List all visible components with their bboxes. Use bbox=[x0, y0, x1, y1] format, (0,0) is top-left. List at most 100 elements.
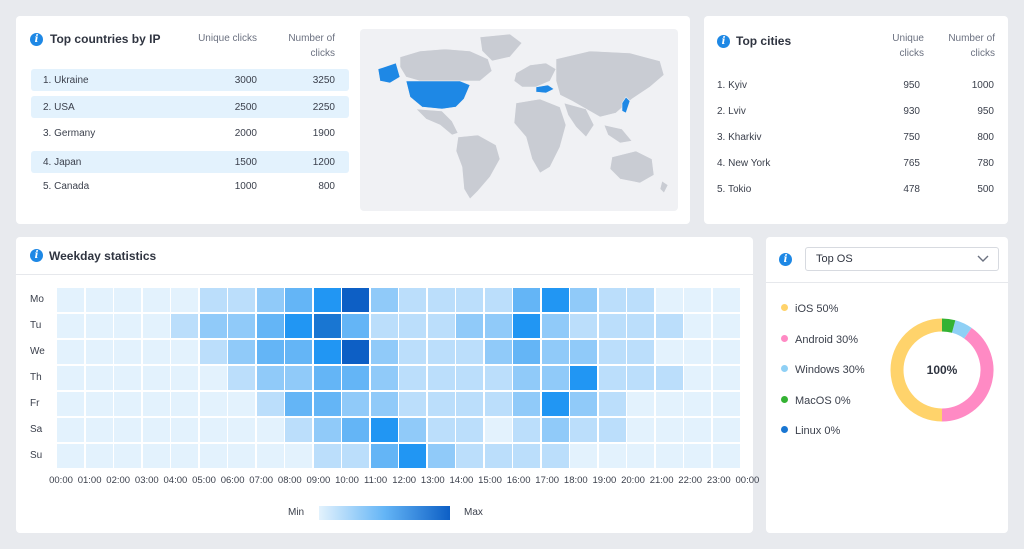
heatmap-cell[interactable] bbox=[427, 418, 455, 442]
heatmap-cell[interactable] bbox=[85, 444, 113, 468]
heatmap-cell[interactable] bbox=[57, 288, 84, 312]
heatmap-cell[interactable] bbox=[228, 392, 255, 416]
heatmap-cell[interactable] bbox=[342, 314, 369, 338]
heatmap-cell[interactable] bbox=[655, 366, 683, 390]
heatmap-cell[interactable] bbox=[171, 418, 198, 442]
heatmap-cell[interactable] bbox=[513, 392, 540, 416]
heatmap-cell[interactable] bbox=[313, 366, 341, 390]
heatmap-cell[interactable] bbox=[456, 366, 483, 390]
heatmap-cell[interactable] bbox=[399, 392, 426, 416]
heatmap-cell[interactable] bbox=[256, 392, 284, 416]
city-row[interactable]: 3. Kharkiv 750 800 bbox=[717, 132, 997, 146]
heatmap-cell[interactable] bbox=[57, 418, 84, 442]
heatmap-cell[interactable] bbox=[427, 314, 455, 338]
heatmap-cell[interactable] bbox=[456, 288, 483, 312]
os-legend-item[interactable]: Linux 0% bbox=[781, 425, 840, 439]
heatmap-cell[interactable] bbox=[228, 366, 255, 390]
heatmap-cell[interactable] bbox=[570, 444, 597, 468]
heatmap-cell[interactable] bbox=[712, 314, 740, 338]
heatmap-cell[interactable] bbox=[85, 418, 113, 442]
heatmap-cell[interactable] bbox=[342, 444, 369, 468]
heatmap-cell[interactable] bbox=[655, 314, 683, 338]
heatmap-cell[interactable] bbox=[342, 418, 369, 442]
heatmap-cell[interactable] bbox=[598, 392, 626, 416]
heatmap-cell[interactable] bbox=[399, 418, 426, 442]
os-donut-chart[interactable]: 100% bbox=[882, 310, 1002, 430]
donut-segment-macos[interactable] bbox=[941, 318, 956, 333]
heatmap-cell[interactable] bbox=[342, 392, 369, 416]
heatmap-cell[interactable] bbox=[456, 418, 483, 442]
heatmap-cell[interactable] bbox=[570, 392, 597, 416]
heatmap-cell[interactable] bbox=[712, 340, 740, 364]
heatmap-cell[interactable] bbox=[142, 314, 170, 338]
heatmap-cell[interactable] bbox=[598, 288, 626, 312]
heatmap-cell[interactable] bbox=[228, 418, 255, 442]
heatmap-cell[interactable] bbox=[85, 340, 113, 364]
world-map[interactable] bbox=[360, 29, 678, 211]
heatmap-cell[interactable] bbox=[627, 392, 654, 416]
heatmap-cell[interactable] bbox=[655, 288, 683, 312]
heatmap-cell[interactable] bbox=[484, 366, 512, 390]
heatmap-cell[interactable] bbox=[114, 392, 141, 416]
heatmap-cell[interactable] bbox=[712, 366, 740, 390]
heatmap-cell[interactable] bbox=[313, 288, 341, 312]
heatmap-cell[interactable] bbox=[114, 340, 141, 364]
city-row[interactable]: 5. Tokio 478 500 bbox=[717, 184, 997, 198]
heatmap-cell[interactable] bbox=[598, 418, 626, 442]
heatmap-cell[interactable] bbox=[627, 340, 654, 364]
heatmap-cell[interactable] bbox=[256, 340, 284, 364]
country-row[interactable]: 4. Japan 1500 1200 bbox=[31, 151, 349, 173]
heatmap-cell[interactable] bbox=[513, 314, 540, 338]
heatmap-cell[interactable] bbox=[684, 366, 711, 390]
heatmap-cell[interactable] bbox=[199, 340, 227, 364]
heatmap-cell[interactable] bbox=[256, 288, 284, 312]
heatmap-cell[interactable] bbox=[142, 418, 170, 442]
heatmap-cell[interactable] bbox=[285, 444, 312, 468]
heatmap-cell[interactable] bbox=[313, 314, 341, 338]
heatmap-cell[interactable] bbox=[684, 392, 711, 416]
heatmap-cell[interactable] bbox=[171, 314, 198, 338]
heatmap-cell[interactable] bbox=[114, 418, 141, 442]
heatmap-cell[interactable] bbox=[427, 366, 455, 390]
heatmap-cell[interactable] bbox=[114, 288, 141, 312]
country-row[interactable]: 5. Canada 1000 800 bbox=[31, 175, 349, 197]
heatmap-cell[interactable] bbox=[228, 314, 255, 338]
heatmap-cell[interactable] bbox=[370, 418, 398, 442]
heatmap-cell[interactable] bbox=[228, 444, 255, 468]
donut-segment-windows[interactable] bbox=[951, 320, 972, 339]
heatmap-cell[interactable] bbox=[199, 392, 227, 416]
heatmap-cell[interactable] bbox=[342, 366, 369, 390]
heatmap-cell[interactable] bbox=[228, 340, 255, 364]
heatmap-cell[interactable] bbox=[313, 418, 341, 442]
heatmap-cell[interactable] bbox=[370, 444, 398, 468]
heatmap-cell[interactable] bbox=[57, 314, 84, 338]
heatmap-cell[interactable] bbox=[399, 340, 426, 364]
heatmap-cell[interactable] bbox=[570, 366, 597, 390]
heatmap-cell[interactable] bbox=[313, 392, 341, 416]
heatmap-cell[interactable] bbox=[142, 392, 170, 416]
heatmap-cell[interactable] bbox=[712, 392, 740, 416]
os-legend-item[interactable]: Android 30% bbox=[781, 334, 858, 348]
heatmap-cell[interactable] bbox=[541, 418, 569, 442]
heatmap-cell[interactable] bbox=[85, 392, 113, 416]
heatmap-cell[interactable] bbox=[85, 366, 113, 390]
heatmap-cell[interactable] bbox=[456, 340, 483, 364]
heatmap-cell[interactable] bbox=[513, 366, 540, 390]
heatmap-cell[interactable] bbox=[114, 444, 141, 468]
heatmap-cell[interactable] bbox=[57, 444, 84, 468]
heatmap-cell[interactable] bbox=[199, 314, 227, 338]
heatmap-cell[interactable] bbox=[655, 392, 683, 416]
heatmap-cell[interactable] bbox=[598, 314, 626, 338]
heatmap-cell[interactable] bbox=[285, 366, 312, 390]
heatmap-cell[interactable] bbox=[285, 340, 312, 364]
heatmap-cell[interactable] bbox=[655, 418, 683, 442]
city-row[interactable]: 2. Lviv 930 950 bbox=[717, 106, 997, 120]
heatmap-cell[interactable] bbox=[399, 444, 426, 468]
heatmap-cell[interactable] bbox=[228, 288, 255, 312]
heatmap-cell[interactable] bbox=[171, 288, 198, 312]
heatmap-cell[interactable] bbox=[456, 392, 483, 416]
heatmap-cell[interactable] bbox=[199, 366, 227, 390]
heatmap-cell[interactable] bbox=[570, 288, 597, 312]
heatmap-cell[interactable] bbox=[370, 366, 398, 390]
heatmap-cell[interactable] bbox=[342, 288, 369, 312]
